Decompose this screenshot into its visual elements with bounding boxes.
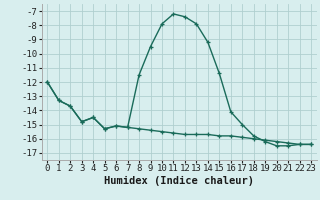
X-axis label: Humidex (Indice chaleur): Humidex (Indice chaleur)	[104, 176, 254, 186]
